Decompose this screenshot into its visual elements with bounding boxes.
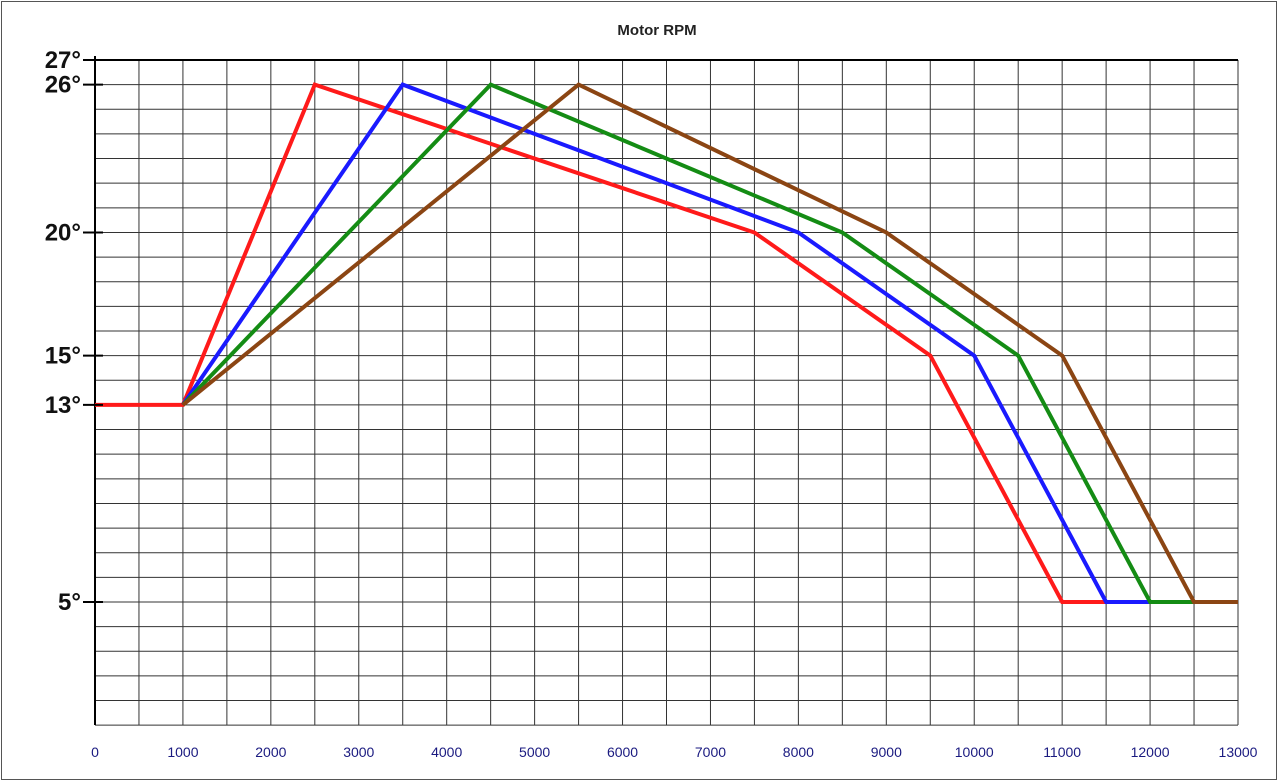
x-tick-label: 9000: [871, 744, 902, 760]
x-tick-label: 8000: [783, 744, 814, 760]
x-tick-label: 5000: [519, 744, 550, 760]
x-tick-label: 12000: [1131, 744, 1170, 760]
y-tick-label: 20°: [45, 219, 81, 246]
series-group: [95, 82, 1238, 604]
series-line-3: [181, 82, 1194, 604]
x-tick-label: 11000: [1043, 744, 1081, 760]
x-tick-label: 0: [91, 744, 99, 760]
x-tick-labels: 0 1000 2000 3000 4000 5000 6000 7000 8000 9000 100…: [91, 744, 1258, 760]
x-tick-label: 2000: [255, 744, 286, 760]
series-line-4: [181, 82, 1238, 604]
x-tick-label: 10000: [955, 744, 994, 760]
y-tick-label: 15°: [45, 343, 81, 370]
x-tick-label: 4000: [431, 744, 462, 760]
x-tick-label: 1000: [167, 744, 198, 760]
y-tick-label: 27°: [45, 47, 81, 74]
y-tick-label: 5°: [58, 589, 81, 616]
y-tick-labels: 5° 13° 15° 20° 26°27°: [45, 47, 103, 616]
series-line-2: [181, 82, 1151, 604]
x-tick-label: 6000: [607, 744, 638, 760]
x-tick-label: 3000: [343, 744, 374, 760]
x-tick-label: 7000: [695, 744, 726, 760]
grid: [94, 59, 1239, 726]
chart-title: Motor RPM: [617, 22, 696, 39]
x-tick-label: 13000: [1219, 744, 1258, 760]
y-tick-label: 26°: [45, 72, 81, 99]
y-tick-label: 13°: [45, 392, 81, 419]
axes: [94, 56, 1238, 725]
